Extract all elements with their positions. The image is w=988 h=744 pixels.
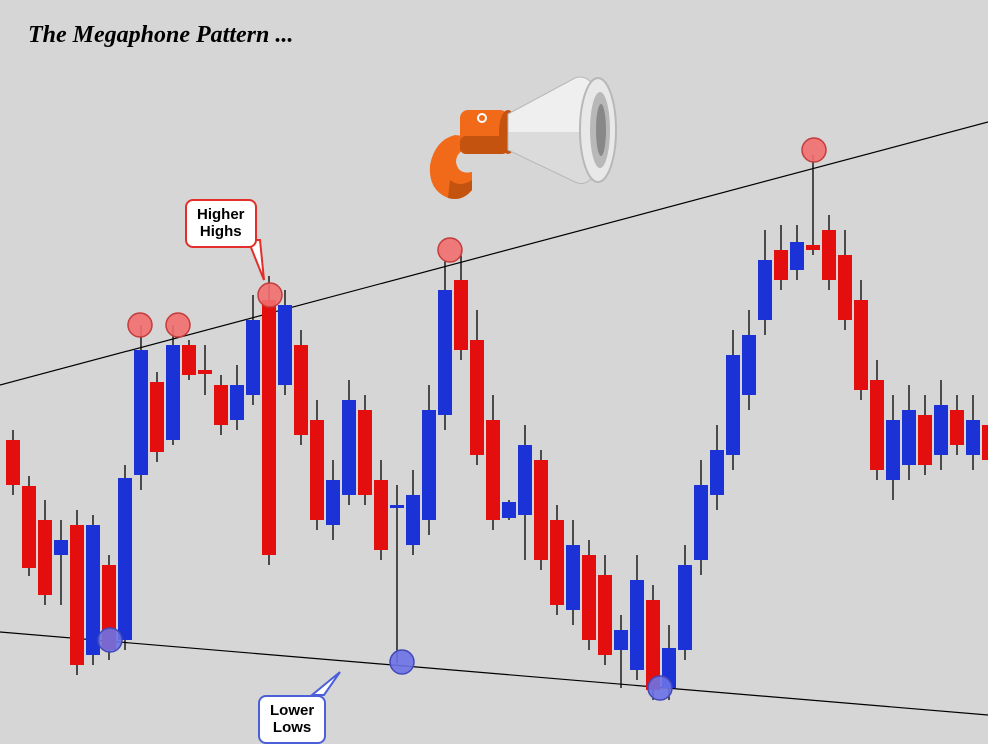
- megaphone-icon: [400, 40, 620, 230]
- higher-highs-callout: Higher Highs: [185, 199, 257, 248]
- callout-line: Higher: [197, 207, 245, 224]
- callout-line: Lower: [270, 703, 314, 720]
- lower-lows-callout: Lower Lows: [258, 695, 326, 744]
- callout-line: Highs: [197, 224, 245, 241]
- callout-line: Lows: [270, 720, 314, 737]
- page-title: The Megaphone Pattern ...: [28, 22, 293, 49]
